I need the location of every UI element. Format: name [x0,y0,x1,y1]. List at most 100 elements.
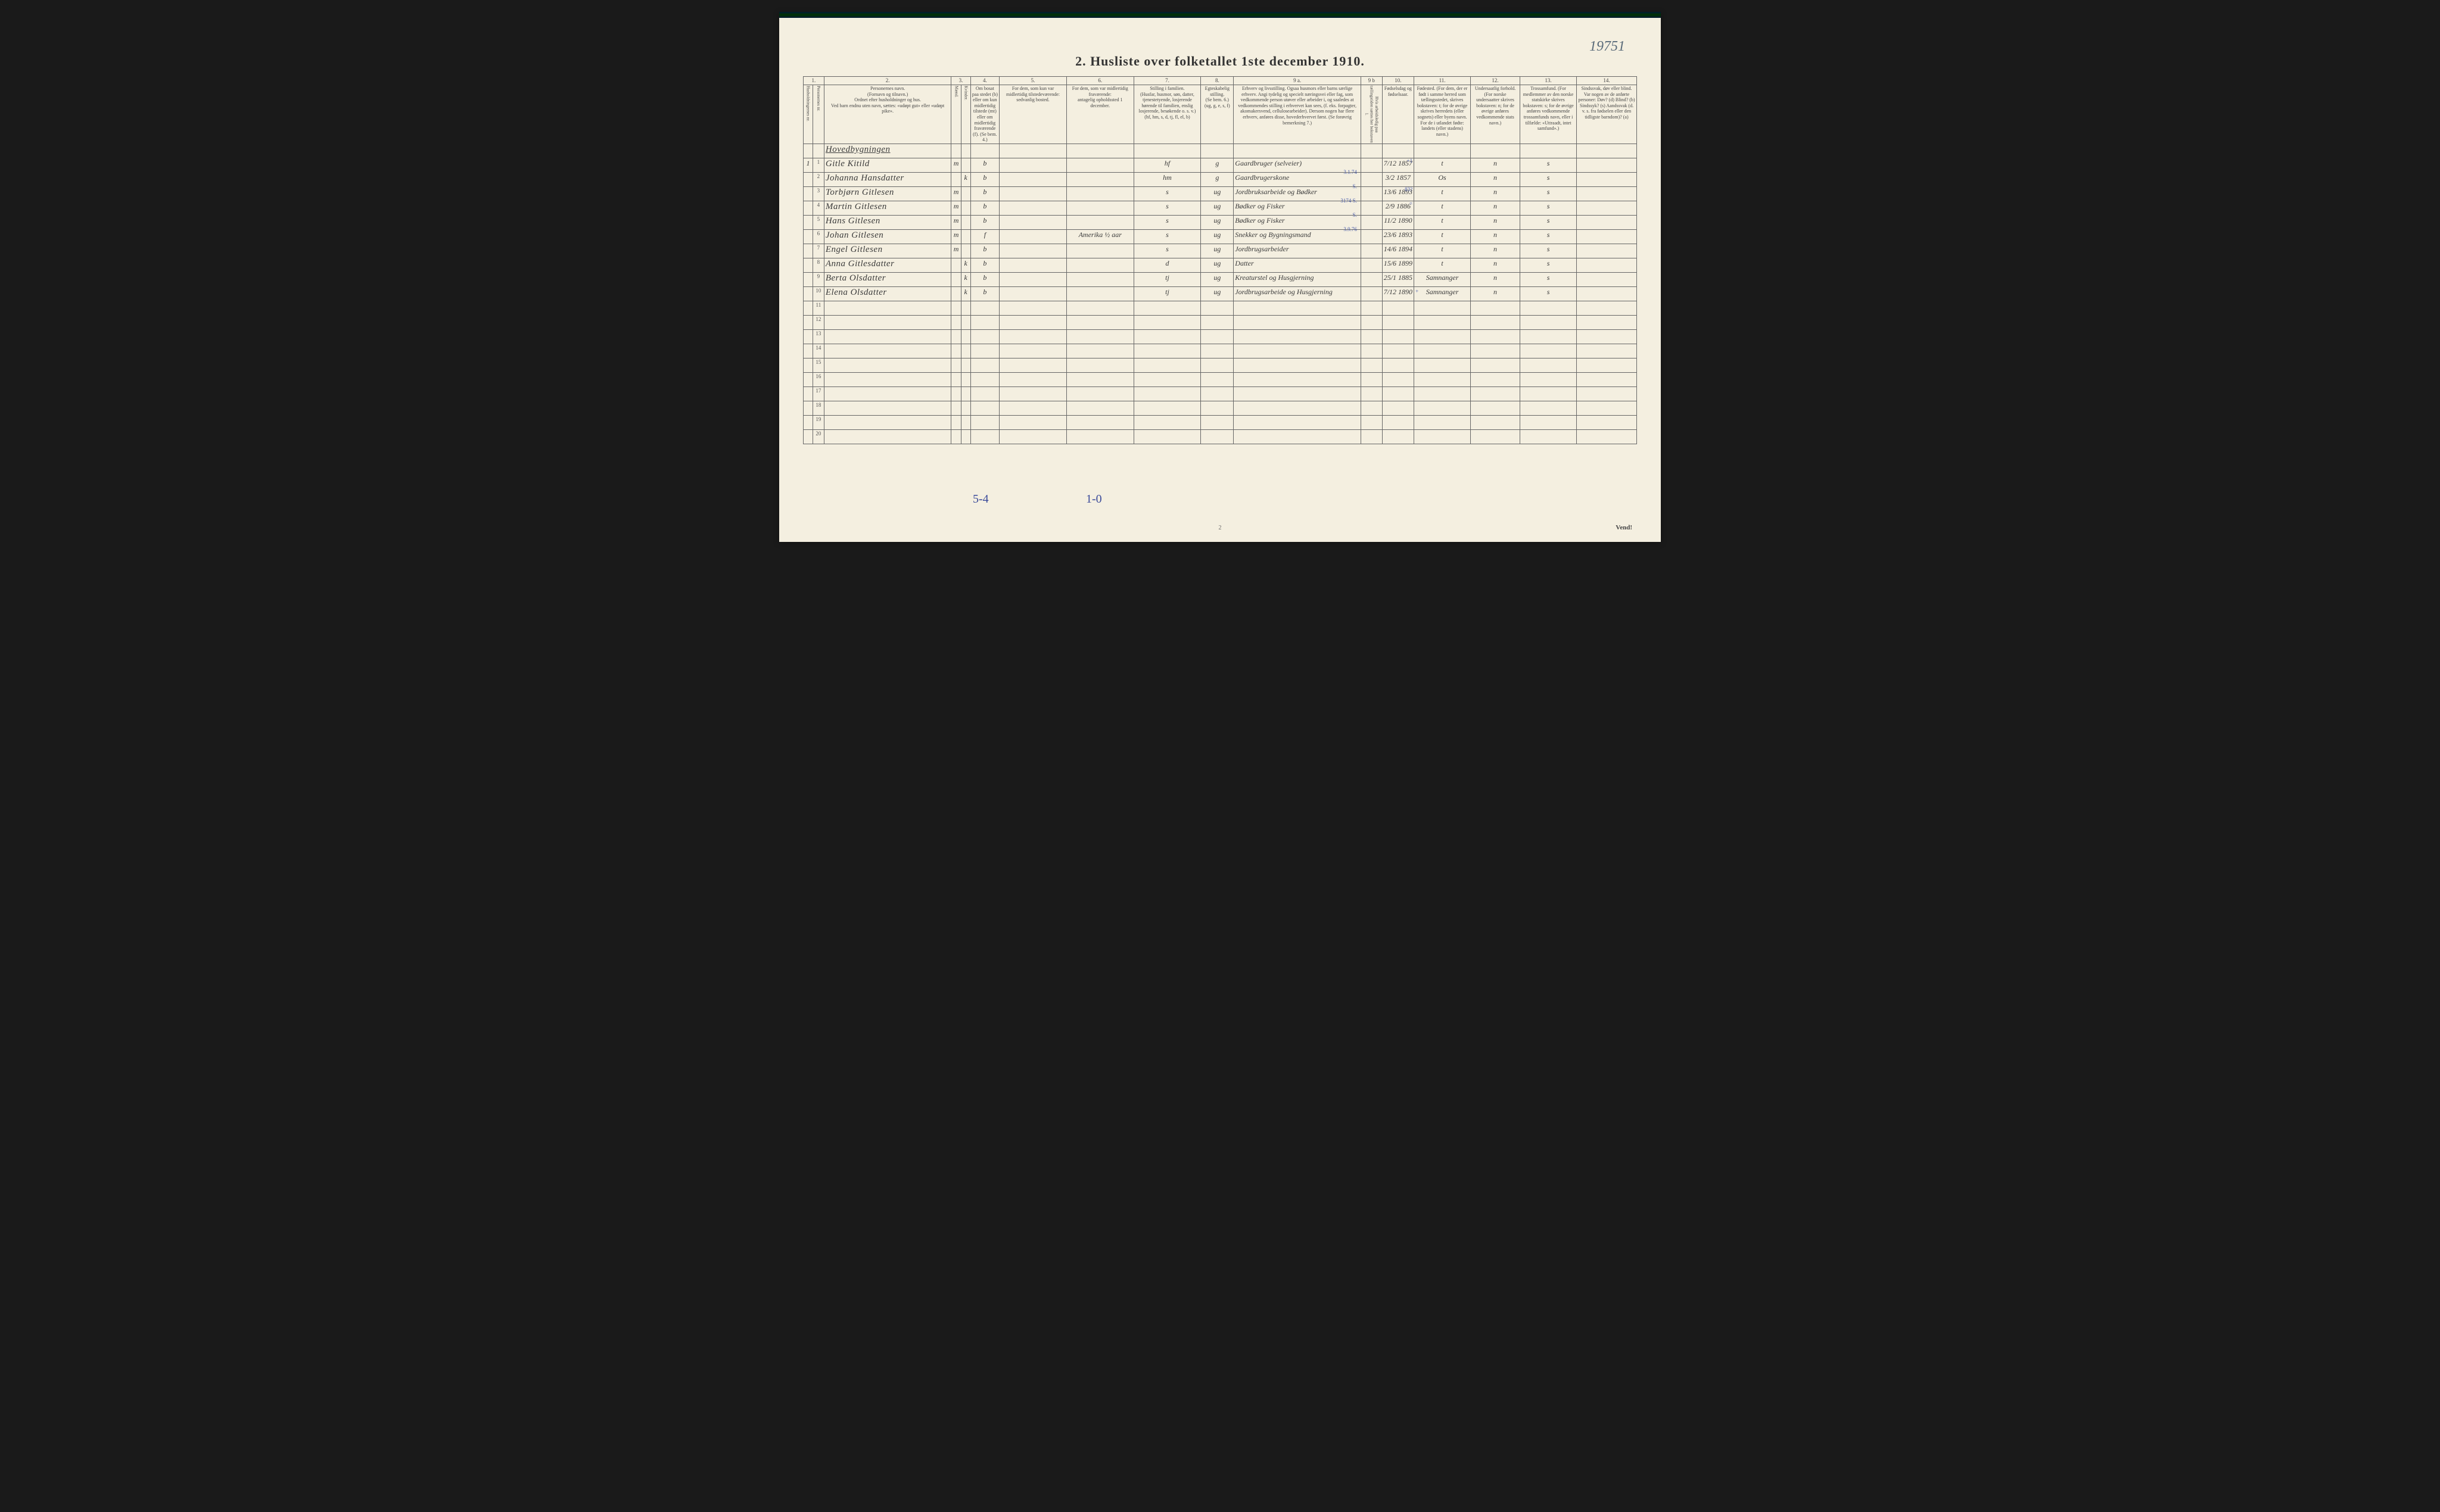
cell-sex-k: k [961,258,970,272]
cell-col6 [1066,258,1134,272]
cell-sex-m: m [951,186,961,201]
cell-col7: tj [1134,272,1201,286]
colnum-9a: 9 a. [1234,77,1361,85]
cell-nationality: n [1471,186,1520,201]
cell-nationality: n [1471,258,1520,272]
header-residence: Om bosat paa stedet (b) eller om kun mid… [970,85,1000,144]
cell-religion: s [1520,186,1577,201]
cell-col8: ug [1201,258,1234,272]
cell-col7: s [1134,229,1201,244]
cell-occupation: Gaardbruger (selveier) [1234,158,1361,172]
cell-occupation: Snekker og Bygningsmand3.9.76 [1234,229,1361,244]
cell-col8: ug [1201,186,1234,201]
bottom-annotation-2: 1-0 [1086,492,1102,506]
cell-col9b [1361,244,1382,258]
cell-religion: s [1520,215,1577,229]
cell-name: Anna Gitlesdatter [824,258,951,272]
table-row-empty: 16 [804,372,1637,386]
cell-num: 18 [813,401,824,415]
column-number-row: 1. 2. 3. 4. 5. 6. 7. 8. 9 a. 9 b 10. 11.… [804,77,1637,85]
header-sex-m: Mænd. [951,85,961,144]
table-row: 7 Engel Gitlesen m b s ug Jordbrugsarbei… [804,244,1637,258]
table-row: 10 Elena Olsdatter k b tj ug Jordbrugsar… [804,286,1637,301]
cell-col7: tj [1134,286,1201,301]
header-row: Husholdningernes nr. Personernes nr. Per… [804,85,1637,144]
census-table: 1. 2. 3. 4. 5. 6. 7. 8. 9 a. 9 b 10. 11.… [803,76,1637,444]
cell-birthplace: t [1414,229,1471,244]
cell-sex-m [951,286,961,301]
cell-hh [804,186,813,201]
cell-col5 [1000,286,1067,301]
cell-birthdate: 23/6 1893 [1382,229,1414,244]
cell-num: 15 [813,358,824,372]
vend-label: Vend! [1616,524,1632,531]
section-header-cell: Hovedbygningen [824,144,951,158]
cell-col7: s [1134,201,1201,215]
cell-religion: s [1520,172,1577,186]
cell-hh [804,258,813,272]
cell-col6 [1066,244,1134,258]
scanner-strip [779,12,1661,18]
cell-occupation: Jordbrugsarbeide og Husgjerning [1234,286,1361,301]
cell-num: 4 [813,201,824,215]
cell-birthplace: t [1414,258,1471,272]
colnum-2: 2. [824,77,951,85]
header-col5: For dem, som kun var midlertidig tilsted… [1000,85,1067,144]
cell-sex-k [961,186,970,201]
cell-nationality: n [1471,286,1520,301]
cell-col6 [1066,215,1134,229]
cell-residence: b [970,186,1000,201]
cell-col9b [1361,186,1382,201]
cell-disability [1576,172,1636,186]
cell-religion: s [1520,229,1577,244]
cell-nationality: n [1471,201,1520,215]
table-row: 8 Anna Gitlesdatter k b d ug Datter 15/6… [804,258,1637,272]
cell-sex-k [961,158,970,172]
cell-name: Engel Gitlesen [824,244,951,258]
cell-col8: ug [1201,244,1234,258]
page-title: 2. Husliste over folketallet 1ste decemb… [803,54,1637,69]
cell-religion: s [1520,272,1577,286]
cell-residence: b [970,158,1000,172]
cell-sex-k [961,215,970,229]
table-row-empty: 20 [804,429,1637,444]
cell-disability [1576,229,1636,244]
table-row-empty: 12 [804,315,1637,329]
cell-sex-m [951,258,961,272]
table-row-empty: 15 [804,358,1637,372]
cell-col6 [1066,201,1134,215]
cell-sex-m: m [951,215,961,229]
cell-col5 [1000,272,1067,286]
cell-num: 7 [813,244,824,258]
cell-col9b [1361,158,1382,172]
cell-sex-m [951,172,961,186]
cell-col9b [1361,258,1382,272]
cell-sex-k [961,201,970,215]
cell-num: 1 [813,158,824,172]
cell-residence: f [970,229,1000,244]
cell-num: 3 [813,186,824,201]
cell-occupation: Jordbrugsarbeider [1234,244,1361,258]
table-row-empty: 11 [804,301,1637,315]
table-row: 2 Johanna Hansdatter k b hm g Gaardbruge… [804,172,1637,186]
colnum-7: 7. [1134,77,1201,85]
cell-birthdate: 15/6 1899 [1382,258,1414,272]
cell-num: 6 [813,229,824,244]
cell-num: 2 [813,172,824,186]
colnum-1: 1. [804,77,824,85]
cell-col5 [1000,215,1067,229]
cell-blank [813,144,824,158]
table-row-empty: 18 [804,401,1637,415]
cell-religion: s [1520,258,1577,272]
header-col6: For dem, som var midlertidig fraværende:… [1066,85,1134,144]
cell-nationality: n [1471,158,1520,172]
cell-col7: hf [1134,158,1201,172]
cell-birthplace: t [1414,201,1471,215]
header-sex-k: Kvinder. [961,85,970,144]
cell-nationality: n [1471,272,1520,286]
cell-num: 12 [813,315,824,329]
cell-blank [804,144,813,158]
cell-birthdate: 14/6 1894 [1382,244,1414,258]
cell-sex-k: k [961,286,970,301]
cell-hh: 1 [804,158,813,172]
